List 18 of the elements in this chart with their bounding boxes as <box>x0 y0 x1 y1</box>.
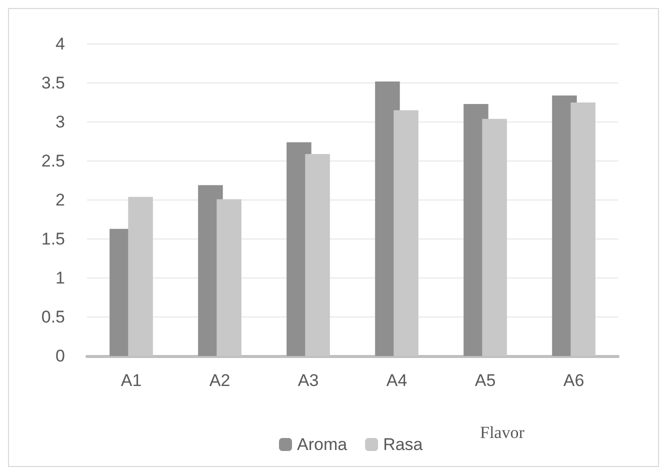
y-tick-label: 1 <box>56 268 65 288</box>
x-tick-label: A3 <box>298 371 319 390</box>
y-tick-label: 4 <box>56 34 65 54</box>
x-tick-label: A6 <box>563 371 584 390</box>
y-tick-label: 1.5 <box>41 230 65 248</box>
text: Flavor <box>480 423 524 443</box>
y-tick-label: 3 <box>56 112 65 132</box>
y-tick-label: 0 <box>56 346 65 366</box>
x-tick-label: A2 <box>209 371 230 390</box>
legend-label: Rasa <box>383 435 424 454</box>
x-tick-label: A4 <box>386 371 408 390</box>
y-tick-label: 2.5 <box>41 152 65 170</box>
y-tick-label: 2 <box>56 190 65 210</box>
legend-label: Aroma <box>297 435 348 454</box>
y-tick-label: 3.5 <box>41 74 65 92</box>
x-tick-label: A1 <box>120 371 142 390</box>
x-tick-label: A5 <box>474 371 496 390</box>
y-tick-label: 0.5 <box>41 308 65 326</box>
